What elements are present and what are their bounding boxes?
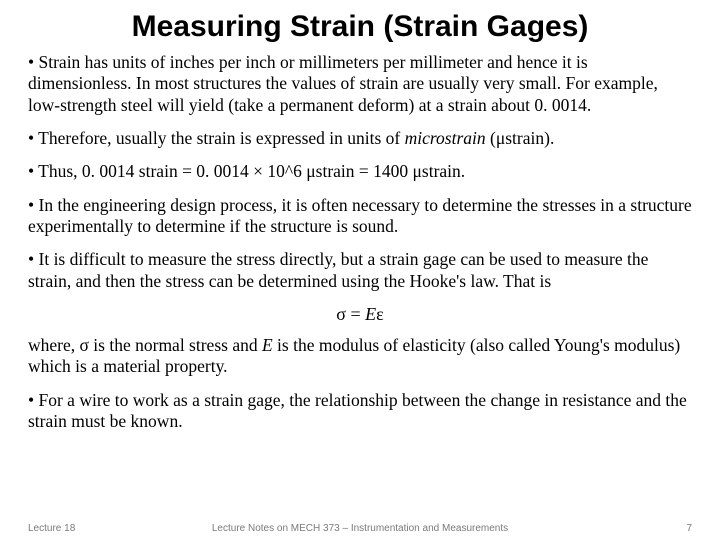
bullet-6-pre: where, σ is the normal stress and [28, 335, 262, 355]
equation-E: E [365, 304, 376, 324]
equation: σ = Eε [28, 304, 692, 325]
equation-lhs: σ = [336, 304, 365, 324]
bullet-6: where, σ is the normal stress and E is t… [28, 335, 692, 378]
bullet-3: • Thus, 0. 0014 strain = 0. 0014 × 10^6 … [28, 161, 692, 182]
bullet-6-E: E [262, 335, 273, 355]
bullet-7: • For a wire to work as a strain gage, t… [28, 390, 692, 433]
footer: Lecture 18 Lecture Notes on MECH 373 – I… [0, 523, 720, 534]
equation-eps: ε [376, 304, 384, 324]
bullet-2: • Therefore, usually the strain is expre… [28, 128, 692, 149]
bullet-2-emph: microstrain [405, 128, 486, 148]
slide: Measuring Strain (Strain Gages) • Strain… [0, 0, 720, 540]
page-title: Measuring Strain (Strain Gages) [28, 10, 692, 44]
bullet-2-pre: • Therefore, usually the strain is expre… [28, 128, 405, 148]
bullet-5: • It is difficult to measure the stress … [28, 249, 692, 292]
bullet-2-post: (μstrain). [486, 128, 555, 148]
footer-center: Lecture Notes on MECH 373 – Instrumentat… [0, 523, 720, 534]
bullet-1: • Strain has units of inches per inch or… [28, 52, 692, 116]
bullet-4: • In the engineering design process, it … [28, 195, 692, 238]
